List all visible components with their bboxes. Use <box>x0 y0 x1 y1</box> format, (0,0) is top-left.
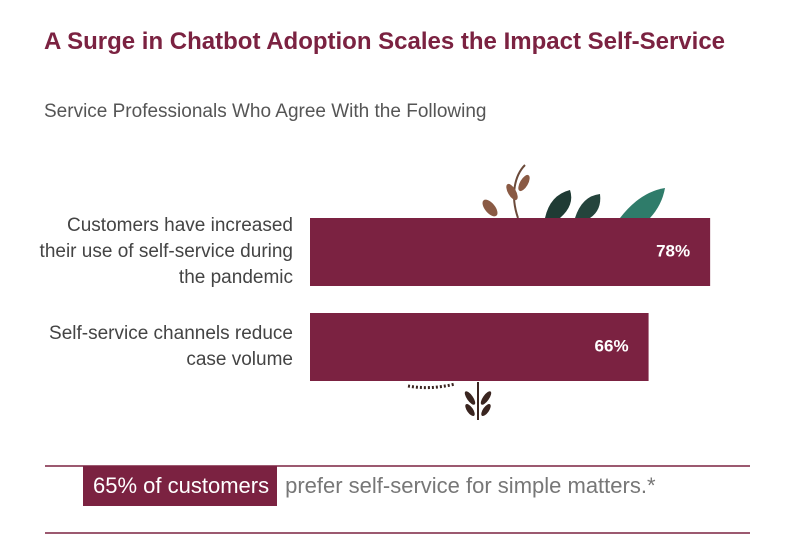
chart-title: A Surge in Chatbot Adoption Scales the I… <box>44 28 726 55</box>
footer-highlight: 65% of customers <box>83 466 278 506</box>
bar <box>310 313 649 381</box>
bar <box>310 218 711 286</box>
value-label: 78% <box>656 241 690 260</box>
category-label: Customers have increased their use of se… <box>39 215 293 288</box>
leaf-decoration <box>407 164 665 420</box>
footer-text: prefer self-service for simple matters.* <box>285 473 656 498</box>
value-label: 66% <box>595 336 629 355</box>
category-label: Self-service channels reduce case volume <box>49 323 293 370</box>
chart-subtitle: Service Professionals Who Agree With the… <box>44 101 487 122</box>
footer: 65% of customers prefer self-service for… <box>83 466 656 506</box>
